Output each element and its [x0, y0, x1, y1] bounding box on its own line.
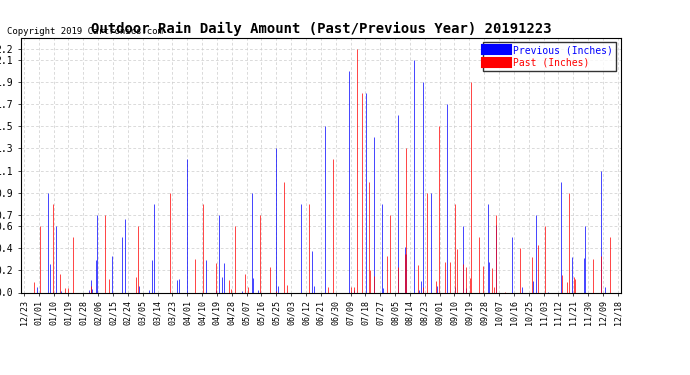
Text: Copyright 2019 Cartronics.com: Copyright 2019 Cartronics.com	[7, 27, 163, 36]
Legend: Previous (Inches), Past (Inches): Previous (Inches), Past (Inches)	[483, 42, 616, 70]
Title: Outdoor Rain Daily Amount (Past/Previous Year) 20191223: Outdoor Rain Daily Amount (Past/Previous…	[90, 22, 551, 36]
